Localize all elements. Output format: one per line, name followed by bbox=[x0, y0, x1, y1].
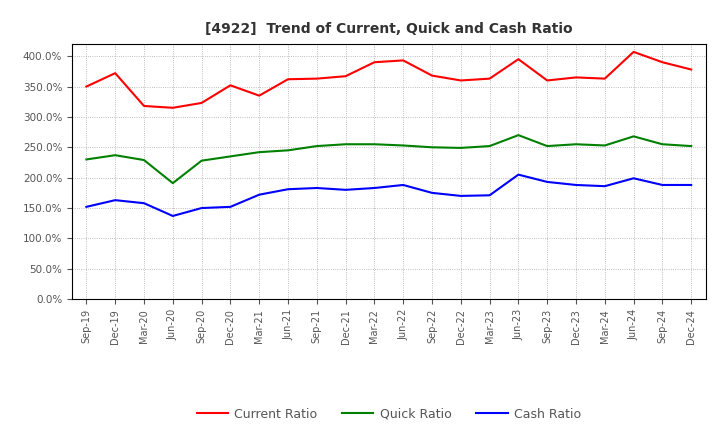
Cash Ratio bbox=[370, 185, 379, 191]
Quick Ratio bbox=[485, 143, 494, 149]
Current Ratio bbox=[284, 77, 292, 82]
Quick Ratio bbox=[572, 142, 580, 147]
Cash Ratio bbox=[428, 190, 436, 195]
Cash Ratio bbox=[197, 205, 206, 211]
Cash Ratio bbox=[226, 204, 235, 209]
Quick Ratio bbox=[284, 148, 292, 153]
Quick Ratio bbox=[370, 142, 379, 147]
Cash Ratio bbox=[485, 193, 494, 198]
Current Ratio bbox=[168, 105, 177, 110]
Cash Ratio bbox=[514, 172, 523, 177]
Quick Ratio bbox=[600, 143, 609, 148]
Cash Ratio bbox=[284, 187, 292, 192]
Current Ratio bbox=[111, 70, 120, 76]
Quick Ratio bbox=[111, 153, 120, 158]
Cash Ratio bbox=[312, 185, 321, 191]
Current Ratio bbox=[514, 57, 523, 62]
Quick Ratio bbox=[658, 142, 667, 147]
Line: Quick Ratio: Quick Ratio bbox=[86, 135, 691, 183]
Quick Ratio bbox=[399, 143, 408, 148]
Cash Ratio bbox=[658, 182, 667, 187]
Current Ratio bbox=[456, 78, 465, 83]
Cash Ratio bbox=[687, 182, 696, 187]
Quick Ratio bbox=[456, 145, 465, 150]
Current Ratio bbox=[341, 73, 350, 79]
Quick Ratio bbox=[341, 142, 350, 147]
Quick Ratio bbox=[629, 134, 638, 139]
Cash Ratio bbox=[456, 193, 465, 198]
Cash Ratio bbox=[111, 198, 120, 203]
Current Ratio bbox=[255, 93, 264, 98]
Current Ratio bbox=[370, 59, 379, 65]
Quick Ratio bbox=[687, 143, 696, 149]
Cash Ratio bbox=[82, 204, 91, 209]
Current Ratio bbox=[82, 84, 91, 89]
Current Ratio bbox=[600, 76, 609, 81]
Current Ratio bbox=[312, 76, 321, 81]
Cash Ratio bbox=[140, 201, 148, 206]
Quick Ratio bbox=[197, 158, 206, 163]
Cash Ratio bbox=[255, 192, 264, 197]
Quick Ratio bbox=[140, 158, 148, 163]
Quick Ratio bbox=[168, 180, 177, 186]
Current Ratio bbox=[629, 49, 638, 55]
Current Ratio bbox=[543, 78, 552, 83]
Current Ratio bbox=[485, 76, 494, 81]
Cash Ratio bbox=[600, 183, 609, 189]
Quick Ratio bbox=[82, 157, 91, 162]
Cash Ratio bbox=[543, 179, 552, 184]
Current Ratio bbox=[140, 103, 148, 109]
Cash Ratio bbox=[399, 182, 408, 187]
Legend: Current Ratio, Quick Ratio, Cash Ratio: Current Ratio, Quick Ratio, Cash Ratio bbox=[192, 403, 586, 425]
Cash Ratio bbox=[168, 213, 177, 219]
Quick Ratio bbox=[543, 143, 552, 149]
Current Ratio bbox=[226, 83, 235, 88]
Current Ratio bbox=[428, 73, 436, 78]
Line: Current Ratio: Current Ratio bbox=[86, 52, 691, 108]
Quick Ratio bbox=[514, 132, 523, 138]
Quick Ratio bbox=[428, 145, 436, 150]
Current Ratio bbox=[572, 75, 580, 80]
Line: Cash Ratio: Cash Ratio bbox=[86, 175, 691, 216]
Cash Ratio bbox=[629, 176, 638, 181]
Current Ratio bbox=[399, 58, 408, 63]
Current Ratio bbox=[687, 67, 696, 72]
Quick Ratio bbox=[226, 154, 235, 159]
Title: [4922]  Trend of Current, Quick and Cash Ratio: [4922] Trend of Current, Quick and Cash … bbox=[205, 22, 572, 36]
Quick Ratio bbox=[255, 150, 264, 155]
Cash Ratio bbox=[572, 182, 580, 187]
Current Ratio bbox=[197, 100, 206, 106]
Cash Ratio bbox=[341, 187, 350, 192]
Quick Ratio bbox=[312, 143, 321, 149]
Current Ratio bbox=[658, 59, 667, 65]
